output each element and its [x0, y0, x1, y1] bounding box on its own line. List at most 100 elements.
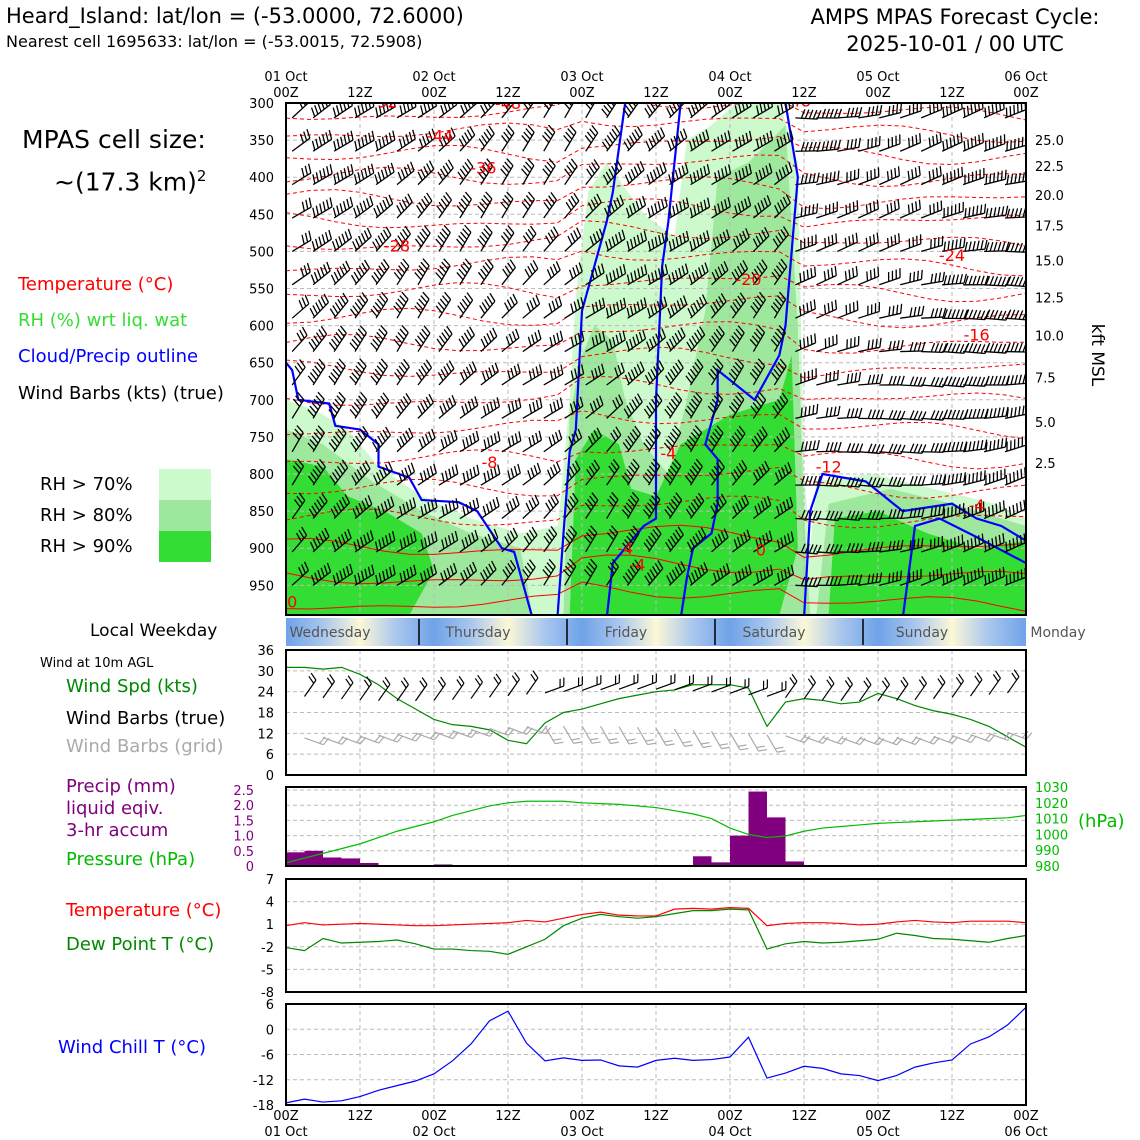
wind-barb-feather: [374, 438, 381, 448]
wind-barb-feather: [788, 162, 793, 172]
wind-barb-feather: [440, 439, 445, 449]
wind-barb-feather: [313, 398, 321, 407]
wind-barb-feather: [550, 526, 558, 535]
wind-barb-feather: [732, 365, 740, 374]
wind-barb: [941, 566, 963, 586]
wind-barb-staff: [354, 172, 375, 186]
wind-barb-feather: [983, 470, 986, 480]
wind-barb-feather: [937, 537, 940, 547]
wind-barb-staff: [452, 682, 465, 701]
surface-wind-barb: [877, 677, 890, 702]
bottom-hour-label: 12Z: [939, 1109, 965, 1124]
wind-barb: [522, 462, 542, 486]
bottom-hour-label: 00Z: [569, 1109, 595, 1124]
wind-barb-feather: [837, 405, 841, 416]
wind-barb-feather: [587, 498, 594, 508]
wind-barb-feather: [319, 170, 323, 180]
wind-barb-feather: [477, 171, 485, 180]
wind-barb-feather: [435, 238, 443, 247]
wind-barb: [395, 393, 412, 419]
wind-barb-feather: [977, 568, 981, 578]
surface-wind-barb: [618, 673, 639, 690]
wind-barb-feather: [632, 429, 639, 438]
wind-barb-feather: [590, 525, 598, 534]
wind-barb-feather: [855, 232, 858, 243]
weekday-label: Saturday: [742, 625, 805, 641]
wind-barb-feather: [870, 304, 873, 314]
wind-barb-feather: [858, 543, 864, 553]
wind-barb-staff: [692, 729, 704, 748]
wind-barb-feather: [382, 103, 386, 113]
wind-barb-feather: [692, 138, 697, 149]
wind-barb-feather: [535, 399, 540, 410]
bottom-hour-label: 12Z: [643, 1109, 669, 1124]
wind-barb-staff: [433, 683, 446, 701]
wind-barb-feather: [589, 128, 597, 137]
wind-barb: [311, 129, 333, 152]
wind-barb-feather: [426, 103, 431, 111]
wind-barb-feather: [527, 228, 535, 238]
wind-barb: [564, 227, 582, 252]
wind-barb-feather: [992, 472, 995, 482]
wind-barb-feather: [942, 574, 945, 585]
wind-barb-feather: [441, 261, 449, 270]
wind-barb-feather: [626, 274, 631, 284]
wind-barb-feather: [693, 499, 700, 508]
wind-barb-feather: [633, 270, 637, 280]
wind-barb-feather: [437, 371, 444, 381]
wind-barb-feather: [815, 234, 817, 245]
wind-barb-feather: [416, 335, 424, 344]
wind-barb-feather: [336, 172, 340, 182]
wind-barb-feather: [1027, 343, 1030, 352]
wind-barb-feather: [521, 168, 529, 177]
wind-barb-feather: [997, 375, 1002, 386]
wind-barb-feather: [443, 328, 451, 338]
wind-barb-feather: [484, 161, 492, 170]
wind-barb-feather: [332, 368, 340, 377]
wind-barb-feather: [477, 674, 483, 683]
wind-barb-feather: [1027, 311, 1031, 320]
wind-barb-feather: [716, 236, 721, 246]
wind-barb-feather: [804, 543, 810, 554]
wind-barb-feather: [477, 271, 485, 281]
wind-barb-feather: [716, 570, 721, 580]
wind-barb-feather: [341, 233, 346, 244]
wind-barb-feather: [630, 369, 636, 379]
wind-barb: [521, 124, 535, 152]
wind-barb-feather: [790, 531, 794, 541]
surface-wind-barb: [433, 676, 446, 701]
wind-barb-feather: [663, 739, 673, 743]
wind-barb-feather: [464, 295, 471, 304]
legend-cloud-outline: Cloud/Precip outline: [18, 346, 199, 367]
wind-barb-feather: [748, 130, 753, 141]
wind-barb-feather: [978, 134, 981, 145]
wind-barb-staff: [816, 179, 838, 186]
wind-barb-feather: [321, 234, 326, 244]
top-hour-label: 12Z: [643, 86, 669, 101]
wind-barb-feather: [620, 362, 625, 372]
wind-barb-feather: [850, 477, 856, 487]
wind-barb: [501, 363, 521, 386]
wind-barb-feather: [738, 170, 742, 180]
wind-barb-feather: [917, 410, 923, 421]
wind-barb-feather: [1014, 374, 1018, 385]
wind-barb-feather: [961, 166, 964, 177]
wind-barb: [374, 530, 396, 553]
wind-barb-feather: [682, 232, 686, 243]
wind-barb-feather: [974, 536, 977, 547]
wind-barb-feather: [535, 294, 541, 305]
wind-barb-feather: [377, 171, 382, 182]
wind-barb-feather: [397, 171, 403, 182]
kft-tick-label: 12.5: [1035, 291, 1064, 306]
wind-barb-feather: [961, 534, 964, 545]
wind-barb-feather: [712, 572, 718, 583]
wind-barb-feather: [1014, 173, 1018, 184]
wind-barb-feather: [638, 331, 643, 342]
wind-barb-feather: [440, 198, 448, 207]
wind-barb: [312, 197, 333, 219]
wind-barb-feather: [464, 403, 469, 413]
wind-barb-feather: [704, 262, 709, 272]
wind-barb-feather: [1018, 172, 1022, 183]
wind-barb-feather: [674, 269, 679, 280]
wind-barb-feather: [380, 262, 388, 271]
